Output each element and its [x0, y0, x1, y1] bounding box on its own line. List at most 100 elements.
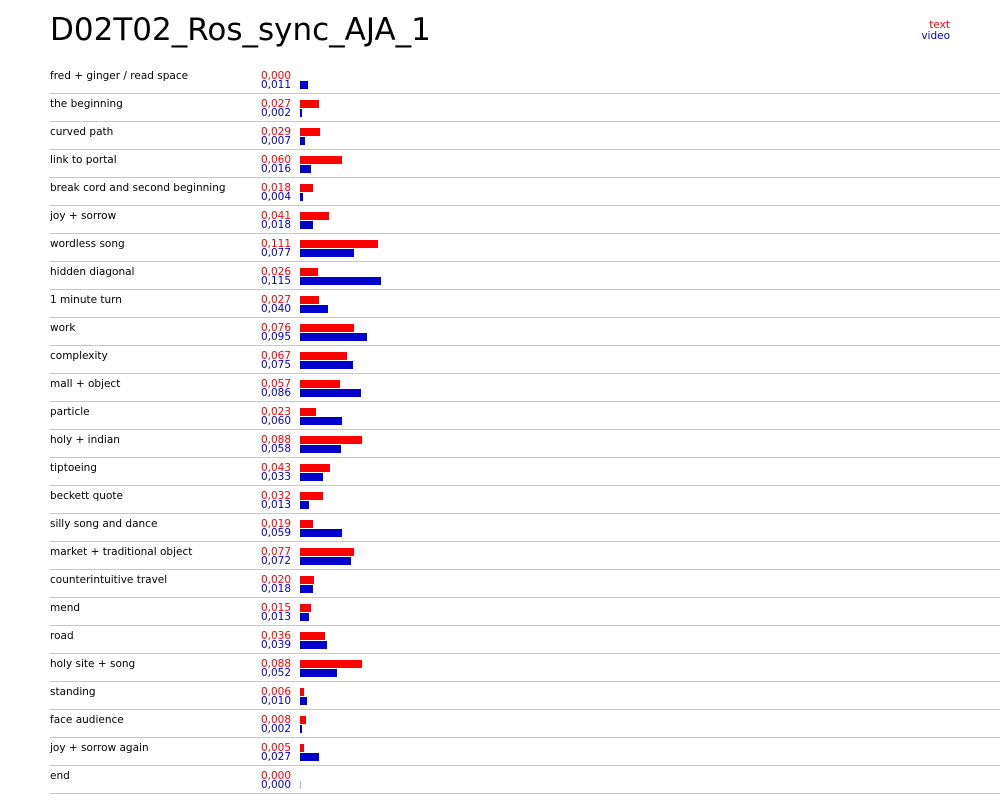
text-value-label: 0,020: [260, 574, 291, 586]
video-bar: [300, 137, 305, 145]
video-value-label: 0,011: [260, 79, 291, 91]
video-value-label: 0,002: [260, 107, 291, 119]
category-label: mend: [50, 602, 81, 614]
video-bar: [300, 333, 367, 341]
chart-row: tiptoeing 0,043 0,033: [50, 458, 1000, 486]
text-value-label: 0,026: [260, 266, 291, 278]
text-bar: [300, 268, 318, 276]
video-bar: [300, 389, 361, 397]
text-bar: [300, 352, 347, 360]
video-value-label: 0,033: [260, 471, 291, 483]
chart-row: counterintuitive travel 0,020 0,018: [50, 570, 1000, 598]
video-value-label: 0,072: [260, 555, 291, 567]
chart-row: silly song and dance 0,019 0,059: [50, 514, 1000, 542]
text-value-label: 0,088: [260, 434, 291, 446]
text-bar: [300, 100, 319, 108]
category-label: particle: [50, 406, 90, 418]
text-bar: [300, 576, 314, 584]
text-bar: [300, 156, 342, 164]
category-label: the beginning: [50, 98, 123, 110]
video-value-label: 0,027: [260, 751, 291, 763]
category-label: mall + object: [50, 378, 121, 390]
category-label: standing: [50, 686, 96, 698]
bar-chart: fred + ginger / read space 0,000 0,011 the …: [50, 66, 1000, 794]
text-value-label: 0,000: [260, 770, 291, 782]
page-title: D02T02_Ros_sync_AJA_1: [50, 12, 431, 48]
video-value-label: 0,077: [260, 247, 291, 259]
text-value-label: 0,060: [260, 154, 291, 166]
text-value-label: 0,077: [260, 546, 291, 558]
text-bar: [300, 212, 329, 220]
video-value-label: 0,000: [260, 779, 291, 791]
category-label: holy + indian: [50, 434, 120, 446]
category-label: joy + sorrow: [50, 210, 117, 222]
category-label: counterintuitive travel: [50, 574, 168, 586]
chart-row: end 0,000 0,000: [50, 766, 1000, 794]
video-value-label: 0,075: [260, 359, 291, 371]
category-label: face audience: [50, 714, 124, 726]
video-value-label: 0,013: [260, 499, 291, 511]
chart-row: mend 0,015 0,013: [50, 598, 1000, 626]
text-bar: [300, 548, 354, 556]
chart-row: road 0,036 0,039: [50, 626, 1000, 654]
text-value-label: 0,067: [260, 350, 291, 362]
video-bar: [300, 753, 319, 761]
text-value-label: 0,015: [260, 602, 291, 614]
video-bar: [300, 249, 354, 257]
video-bar: [300, 361, 353, 369]
video-value-label: 0,039: [260, 639, 291, 651]
category-label: break cord and second beginning: [50, 182, 226, 194]
chart-row: work 0,076 0,095: [50, 318, 1000, 346]
video-value-label: 0,058: [260, 443, 291, 455]
chart-row: break cord and second beginning 0,018 0,00…: [50, 178, 1000, 206]
video-bar: [300, 529, 342, 537]
video-value-label: 0,004: [260, 191, 291, 203]
video-value-label: 0,059: [260, 527, 291, 539]
video-bar: [300, 641, 327, 649]
text-value-label: 0,027: [260, 294, 291, 306]
video-value-label: 0,007: [260, 135, 291, 147]
video-bar: [300, 613, 309, 621]
video-bar: [300, 221, 313, 229]
category-label: holy site + song: [50, 658, 136, 670]
category-label: link to portal: [50, 154, 117, 166]
chart-row: beckett quote 0,032 0,013: [50, 486, 1000, 514]
video-value-label: 0,086: [260, 387, 291, 399]
text-bar: [300, 408, 316, 416]
text-bar: [300, 296, 319, 304]
chart-row: mall + object 0,057 0,086: [50, 374, 1000, 402]
category-label: wordless song: [50, 238, 125, 250]
video-bar: [300, 473, 323, 481]
video-value-label: 0,052: [260, 667, 291, 679]
video-bar: [300, 557, 351, 565]
video-value-label: 0,013: [260, 611, 291, 623]
chart-row: 1 minute turn 0,027 0,040: [50, 290, 1000, 318]
video-bar: [300, 277, 381, 285]
text-value-label: 0,023: [260, 406, 291, 418]
text-value-label: 0,111: [260, 238, 291, 250]
chart-row: market + traditional object 0,077 0,072: [50, 542, 1000, 570]
chart-row: holy site + song 0,088 0,052: [50, 654, 1000, 682]
chart-row: holy + indian 0,088 0,058: [50, 430, 1000, 458]
chart-row: hidden diagonal 0,026 0,115: [50, 262, 1000, 290]
text-bar: [300, 520, 313, 528]
video-value-label: 0,002: [260, 723, 291, 735]
text-bar: [300, 744, 304, 752]
category-label: curved path: [50, 126, 114, 138]
text-value-label: 0,019: [260, 518, 291, 530]
video-bar: [300, 81, 308, 89]
text-bar: [300, 240, 378, 248]
category-label: fred + ginger / read space: [50, 70, 189, 82]
text-bar: [300, 604, 311, 612]
text-bar: [300, 128, 320, 136]
text-bar: [300, 324, 354, 332]
text-value-label: 0,041: [260, 210, 291, 222]
video-bar: [300, 109, 302, 117]
video-bar: [300, 193, 303, 201]
text-value-label: 0,006: [260, 686, 291, 698]
text-bar: [300, 436, 362, 444]
text-value-label: 0,029: [260, 126, 291, 138]
text-value-label: 0,018: [260, 182, 291, 194]
video-bar: [300, 669, 337, 677]
text-value-label: 0,088: [260, 658, 291, 670]
